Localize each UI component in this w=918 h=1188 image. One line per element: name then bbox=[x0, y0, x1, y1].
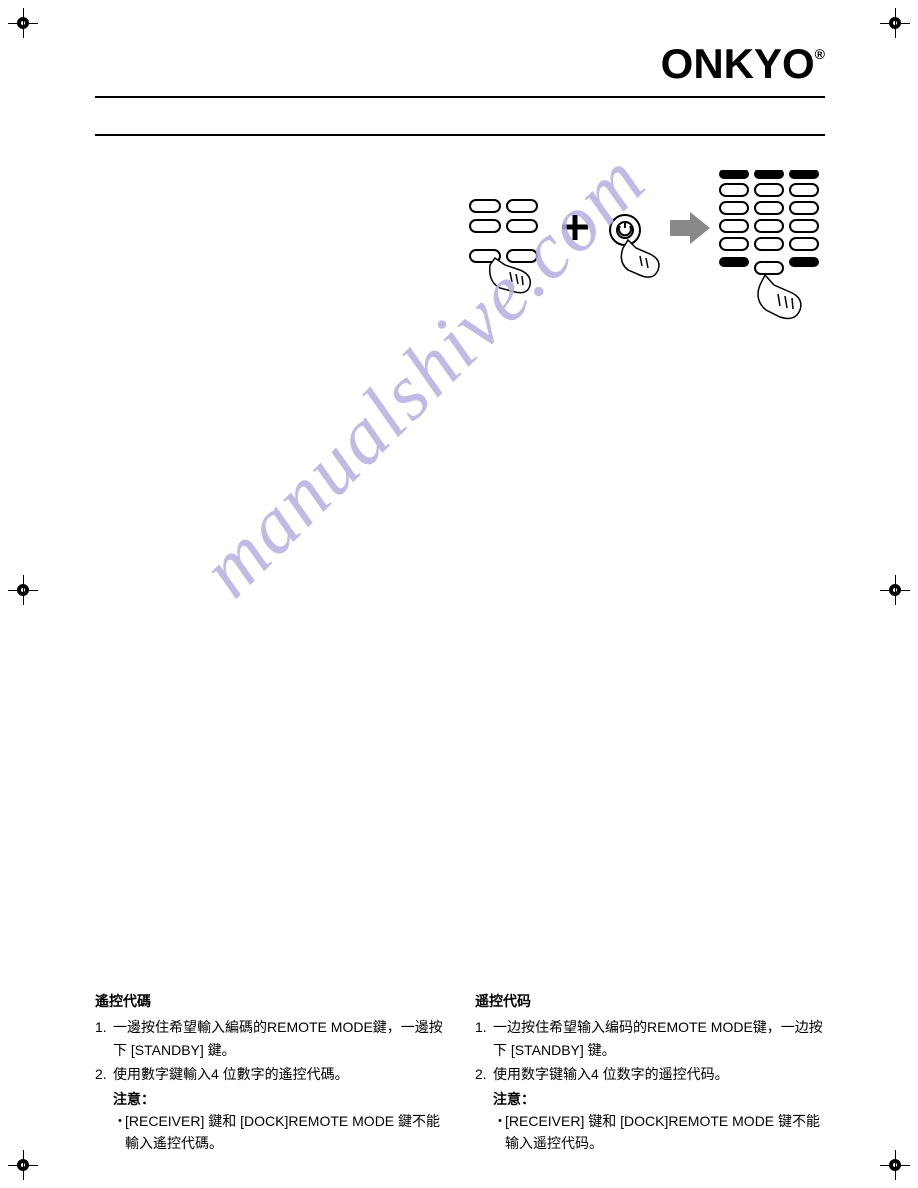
step2-text-r: 使用数字键输入4 位数字的遥控代码。 bbox=[493, 1063, 729, 1085]
note-label-right: 注意： bbox=[493, 1088, 825, 1110]
brand-logo: ONKYO® bbox=[95, 40, 825, 88]
crop-mark-tr bbox=[880, 8, 910, 38]
step1-num-r: 1. bbox=[475, 1016, 493, 1061]
registered-mark: ® bbox=[815, 46, 825, 62]
divider-2 bbox=[95, 134, 825, 136]
column-simplified: 遥控代码 1. 一边按住希望输入编码的REMOTE MODE键，一边按下 [ST… bbox=[475, 990, 825, 1155]
step1-num: 1. bbox=[95, 1016, 113, 1061]
bullet-left: ・ bbox=[113, 1110, 125, 1155]
logo-text: ONKYO bbox=[661, 40, 815, 87]
page-content: ONKYO® bbox=[95, 40, 825, 160]
step2-num: 2. bbox=[95, 1063, 113, 1085]
instruction-columns: 遙控代碼 1. 一邊按住希望輸入編碼的REMOTE MODE鍵，一邊按下 [ST… bbox=[95, 990, 825, 1155]
bullet-text-left: [RECEIVER] 鍵和 [DOCK]REMOTE MODE 鍵不能輸入遙控代… bbox=[125, 1110, 445, 1155]
crop-mark-mr bbox=[880, 575, 910, 605]
bullet-text-right: [RECEIVER] 键和 [DOCK]REMOTE MODE 键不能输入遥控代… bbox=[505, 1110, 825, 1155]
watermark: manualshive.com bbox=[184, 136, 664, 616]
divider-1 bbox=[95, 96, 825, 98]
col-title-simplified: 遥控代码 bbox=[475, 990, 825, 1012]
note-label-left: 注意： bbox=[113, 1088, 445, 1110]
step1-text: 一邊按住希望輸入編碼的REMOTE MODE鍵，一邊按下 [STANDBY] 鍵… bbox=[113, 1016, 445, 1061]
crop-mark-bl bbox=[8, 1150, 38, 1180]
crop-mark-ml bbox=[8, 575, 38, 605]
bullet-right: ・ bbox=[493, 1110, 505, 1155]
column-traditional: 遙控代碼 1. 一邊按住希望輸入編碼的REMOTE MODE鍵，一邊按下 [ST… bbox=[95, 990, 445, 1155]
step2-num-r: 2. bbox=[475, 1063, 493, 1085]
crop-mark-tl bbox=[8, 8, 38, 38]
step1-text-r: 一边按住希望输入编码的REMOTE MODE键，一边按下 [STANDBY] 键… bbox=[493, 1016, 825, 1061]
crop-mark-br bbox=[880, 1150, 910, 1180]
col-title-traditional: 遙控代碼 bbox=[95, 990, 445, 1012]
step2-text: 使用數字鍵輸入4 位數字的遙控代碼。 bbox=[113, 1063, 349, 1085]
